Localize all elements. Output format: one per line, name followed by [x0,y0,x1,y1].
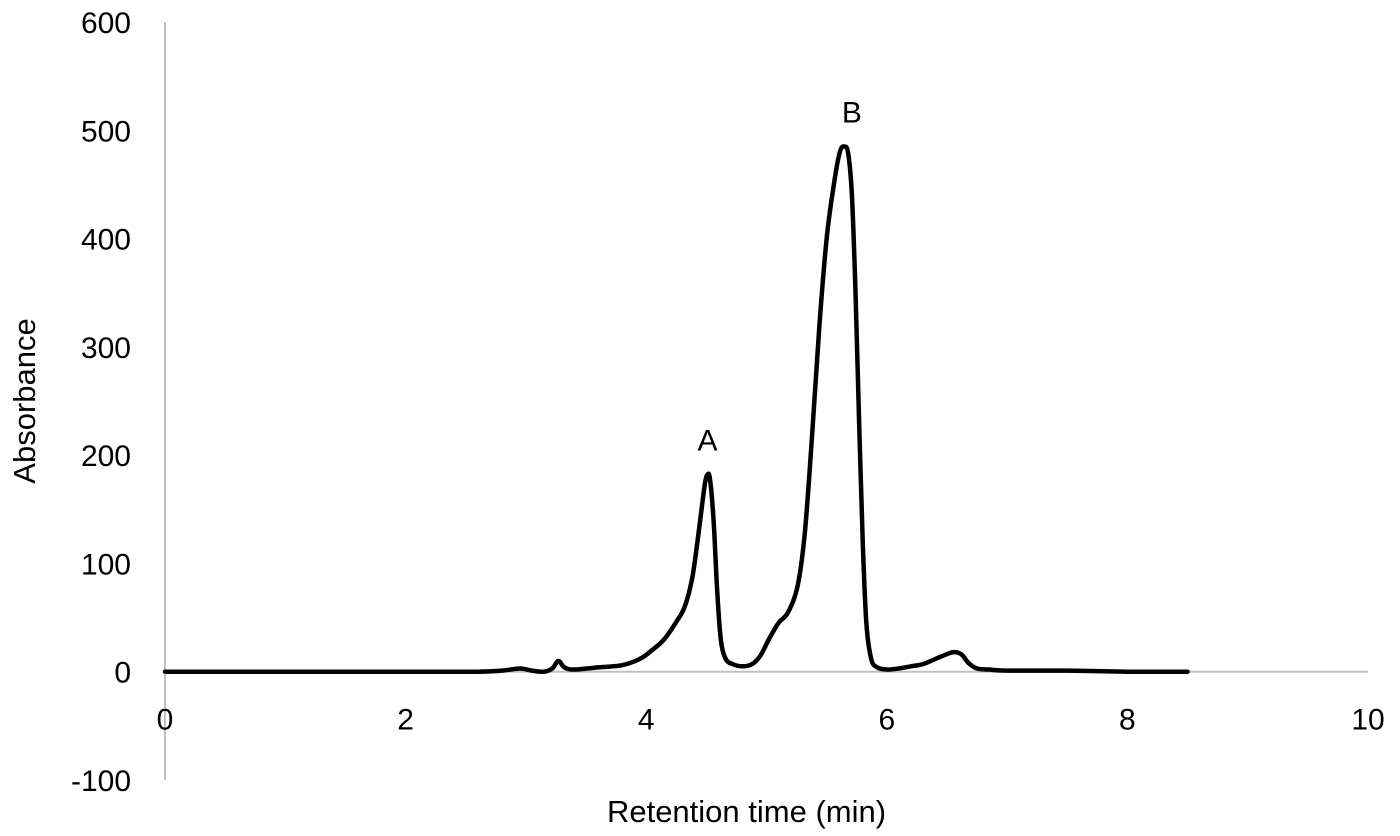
chromatogram-trace [162,144,1190,675]
y-tick-label: 300 [81,332,131,365]
y-tick-label: -100 [71,765,131,798]
x-axis-title: Retention time (min) [607,794,886,829]
y-tick-label: 400 [81,224,131,257]
y-tick-label: 500 [81,115,131,148]
x-tick-label: 4 [638,704,655,737]
y-tick-label: 200 [81,440,131,473]
peak-labels: AB [698,97,862,458]
x-tick-label: 0 [157,704,174,737]
x-tick-labels: 0 2 4 6 8 10 [157,704,1385,737]
peak-label-a: A [698,425,718,458]
x-tick-label: 2 [397,704,414,737]
y-tick-labels: -100 0 100 200 300 400 500 600 [71,7,131,798]
y-axis-title: Absorbance [7,318,42,483]
x-tick-label: 8 [1119,704,1136,737]
x-tick-label: 10 [1351,704,1384,737]
x-tick-label: 6 [878,704,895,737]
y-tick-label: 0 [114,657,131,690]
y-tick-label: 100 [81,548,131,581]
y-tick-label: 600 [81,7,131,40]
peak-label-b: B [842,97,862,130]
